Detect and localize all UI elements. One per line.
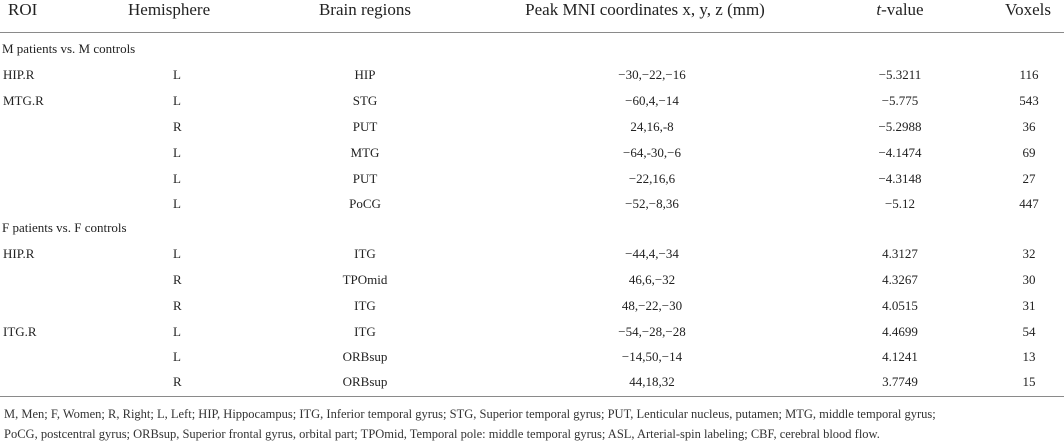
cell-t-value: 4.3127 xyxy=(882,246,918,261)
cell-hemisphere: R xyxy=(173,119,182,134)
cell-voxels: 27 xyxy=(1022,171,1036,186)
cell-voxels: 32 xyxy=(1022,246,1036,261)
cell-t-value: 4.0515 xyxy=(882,298,918,313)
cell-hemisphere: L xyxy=(173,324,181,339)
cell-region: ITG xyxy=(354,298,376,313)
cell-region: PUT xyxy=(352,171,378,186)
cell-t-value: 4.1241 xyxy=(882,349,918,364)
table-row: R TPOmid 46,6,−32 4.3267 30 xyxy=(0,272,1064,297)
cell-hemisphere: L xyxy=(173,246,181,261)
table-row: R ITG 48,−22,−30 4.0515 31 xyxy=(0,298,1064,323)
cell-coordinates: −30,−22,−16 xyxy=(618,67,686,82)
header-rule xyxy=(0,32,1064,33)
cell-region: TPOmid xyxy=(342,272,388,287)
cell-voxels: 36 xyxy=(1022,119,1036,134)
cell-t-value: 3.7749 xyxy=(882,374,918,389)
header-t-italic: t xyxy=(876,0,882,19)
cell-voxels: 69 xyxy=(1022,145,1036,160)
cell-hemisphere: R xyxy=(173,374,182,389)
table-row: HIP.R L ITG −44,4,−34 4.3127 32 xyxy=(0,246,1064,271)
group-title-male: M patients vs. M controls xyxy=(2,41,136,56)
table-row: L ORBsup −14,50,−14 4.1241 13 xyxy=(0,349,1064,374)
cell-voxels: 13 xyxy=(1022,349,1036,364)
table-row: L PoCG −52,−8,36 −5.12 447 xyxy=(0,196,1064,221)
cell-voxels: 15 xyxy=(1022,374,1036,389)
cell-roi: ITG.R xyxy=(3,324,37,339)
cell-hemisphere: R xyxy=(173,298,182,313)
cell-coordinates: −64,-30,−6 xyxy=(623,145,681,160)
cell-voxels: 30 xyxy=(1022,272,1036,287)
cell-t-value: −4.3148 xyxy=(878,171,922,186)
cell-region: HIP xyxy=(354,67,376,82)
cell-coordinates: −52,−8,36 xyxy=(625,196,679,211)
table-row: R ORBsup 44,18,32 3.7749 15 xyxy=(0,374,1064,399)
group-title-female: F patients vs. F controls xyxy=(2,220,127,235)
cell-region: STG xyxy=(352,93,378,108)
cell-region: PoCG xyxy=(349,196,381,211)
header-t-value: t-value xyxy=(876,0,923,20)
cell-region: ORBsup xyxy=(342,349,388,364)
cell-coordinates: −14,50,−14 xyxy=(621,349,683,364)
table-row: L PUT −22,16,6 −4.3148 27 xyxy=(0,171,1064,196)
cell-t-value: −5.775 xyxy=(881,93,919,108)
cell-hemisphere: L xyxy=(173,93,181,108)
cell-roi: MTG.R xyxy=(3,93,44,108)
header-hemisphere: Hemisphere xyxy=(128,0,211,19)
cell-region: ORBsup xyxy=(342,374,388,389)
cell-t-value: −4.1474 xyxy=(878,145,922,160)
cell-hemisphere: L xyxy=(173,145,181,160)
cell-coordinates: −44,4,−34 xyxy=(625,246,679,261)
cell-region: PUT xyxy=(352,119,378,134)
cell-roi: HIP.R xyxy=(3,246,35,261)
results-table: ROI Hemisphere Brain regions Peak MNI co… xyxy=(0,0,1064,397)
cell-region: ITG xyxy=(354,246,376,261)
cell-t-value: 4.3267 xyxy=(882,272,918,287)
header-brain-regions: Brain regions xyxy=(318,0,412,19)
cell-coordinates: −54,−28,−28 xyxy=(618,324,686,339)
cell-voxels: 54 xyxy=(1022,324,1036,339)
cell-voxels: 116 xyxy=(1019,67,1039,82)
table-row: ITG.R L ITG −54,−28,−28 4.4699 54 xyxy=(0,324,1064,349)
header-peak-coordinates: Peak MNI coordinates x, y, z (mm) xyxy=(525,0,765,19)
cell-coordinates: −60,4,−14 xyxy=(625,93,679,108)
table-row: HIP.R L HIP −30,−22,−16 −5.3211 116 xyxy=(0,67,1064,92)
cell-hemisphere: L xyxy=(173,67,181,82)
footnote-line-1: M, Men; F, Women; R, Right; L, Left; HIP… xyxy=(4,407,936,421)
table-row: R PUT 24,16,-8 −5.2988 36 xyxy=(0,119,1064,144)
cell-t-value: −5.2988 xyxy=(878,119,922,134)
cell-hemisphere: L xyxy=(173,349,181,364)
footnote-line-2: PoCG, postcentral gyrus; ORBsup, Superio… xyxy=(4,427,880,441)
cell-voxels: 31 xyxy=(1022,298,1036,313)
cell-region: MTG xyxy=(350,145,380,160)
header-t-rest: -value xyxy=(881,0,924,19)
header-voxels: Voxels xyxy=(1005,0,1051,19)
table-footnote: M, Men; F, Women; R, Right; L, Left; HIP… xyxy=(4,404,1062,444)
cell-roi: HIP.R xyxy=(3,67,35,82)
table-bottom-rule xyxy=(0,396,1064,397)
cell-region: ITG xyxy=(354,324,376,339)
table-row: L MTG −64,-30,−6 −4.1474 69 xyxy=(0,145,1064,170)
cell-hemisphere: R xyxy=(173,272,182,287)
cell-coordinates: 44,18,32 xyxy=(629,374,675,389)
cell-hemisphere: L xyxy=(173,196,181,211)
cell-voxels: 447 xyxy=(1019,196,1039,211)
cell-hemisphere: L xyxy=(173,171,181,186)
header-roi: ROI xyxy=(8,0,38,19)
cell-coordinates: 46,6,−32 xyxy=(628,272,676,287)
cell-coordinates: −22,16,6 xyxy=(628,171,676,186)
cell-t-value: −5.3211 xyxy=(878,67,922,82)
cell-t-value: −5.12 xyxy=(884,196,916,211)
cell-t-value: 4.4699 xyxy=(882,324,918,339)
cell-coordinates: 24,16,-8 xyxy=(630,119,674,134)
table-row: MTG.R L STG −60,4,−14 −5.775 543 xyxy=(0,93,1064,118)
cell-coordinates: 48,−22,−30 xyxy=(621,298,683,313)
table-header: ROI Hemisphere Brain regions Peak MNI co… xyxy=(0,0,1064,34)
cell-voxels: 543 xyxy=(1019,93,1039,108)
